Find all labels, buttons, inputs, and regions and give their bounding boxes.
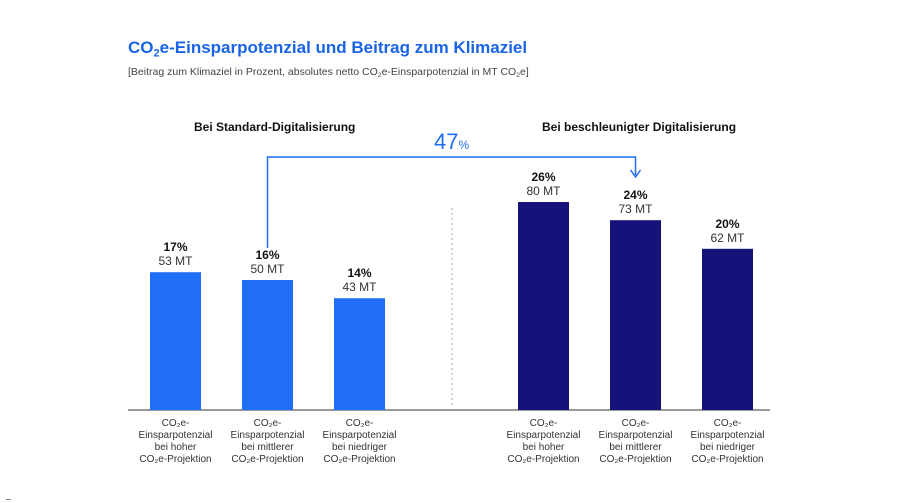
category-label: CO₂e-	[162, 418, 190, 429]
group-title-accelerated: Bei beschleunigter Digitalisierung	[542, 120, 737, 134]
bar-1-3	[334, 298, 385, 410]
value-label-mt: 73 MT	[618, 202, 653, 216]
category-label: Einsparpotenzial	[691, 430, 765, 441]
category-label: CO₂e-	[254, 418, 282, 429]
category-label: Einsparpotenzial	[323, 430, 397, 441]
bar-1-1	[150, 272, 201, 410]
value-label-mt: 43 MT	[342, 280, 377, 294]
value-label-percent: 17%	[163, 240, 187, 254]
category-label: Einsparpotenzial	[599, 430, 673, 441]
category-label: CO₂e-Projektion	[139, 454, 211, 465]
category-label: CO₂e-Projektion	[691, 454, 763, 465]
group-title-standard: Bei Standard-Digitalisierung	[194, 120, 356, 134]
bar-1-2	[242, 280, 293, 410]
chart-title: CO2e-Einsparpotenzial und Beitrag zum Kl…	[128, 38, 528, 60]
category-label: bei mittlerer	[609, 442, 662, 453]
value-label-mt: 53 MT	[158, 254, 193, 268]
value-label-percent: 24%	[623, 188, 647, 202]
bar-2-3	[702, 248, 753, 410]
chart-subtitle: [Beitrag zum Klimaziel in Prozent, absol…	[128, 66, 529, 80]
connector-arrowhead	[629, 169, 642, 179]
category-label: CO₂e-Projektion	[231, 454, 303, 465]
value-label-mt: 50 MT	[250, 262, 285, 276]
category-label: bei niedriger	[700, 442, 756, 453]
category-label: CO₂e-Projektion	[323, 454, 395, 465]
value-label-percent: 26%	[531, 170, 555, 184]
category-label: CO₂e-Projektion	[599, 454, 671, 465]
category-label: bei hoher	[523, 442, 565, 453]
value-label-percent: 20%	[715, 217, 739, 231]
category-label: Einsparpotenzial	[139, 430, 213, 441]
connector-line	[266, 156, 637, 248]
value-label-mt: 62 MT	[710, 231, 745, 245]
connector-value: 47%	[434, 129, 469, 154]
category-label: bei niedriger	[332, 442, 388, 453]
category-label: CO₂e-	[622, 418, 650, 429]
page-corner-mark	[6, 499, 11, 500]
category-label: Einsparpotenzial	[231, 430, 305, 441]
category-label: CO₂e-	[530, 418, 558, 429]
value-label-mt: 80 MT	[526, 184, 561, 198]
value-label-percent: 14%	[347, 266, 371, 280]
category-label: bei mittlerer	[241, 442, 294, 453]
value-label-percent: 16%	[255, 248, 279, 262]
category-label: CO₂e-Projektion	[507, 454, 579, 465]
bar-2-1	[518, 202, 569, 410]
category-label: Einsparpotenzial	[507, 430, 581, 441]
bar-2-2	[610, 220, 661, 410]
category-label: CO₂e-	[714, 418, 742, 429]
category-label: bei hoher	[155, 442, 197, 453]
category-label: CO₂e-	[346, 418, 374, 429]
